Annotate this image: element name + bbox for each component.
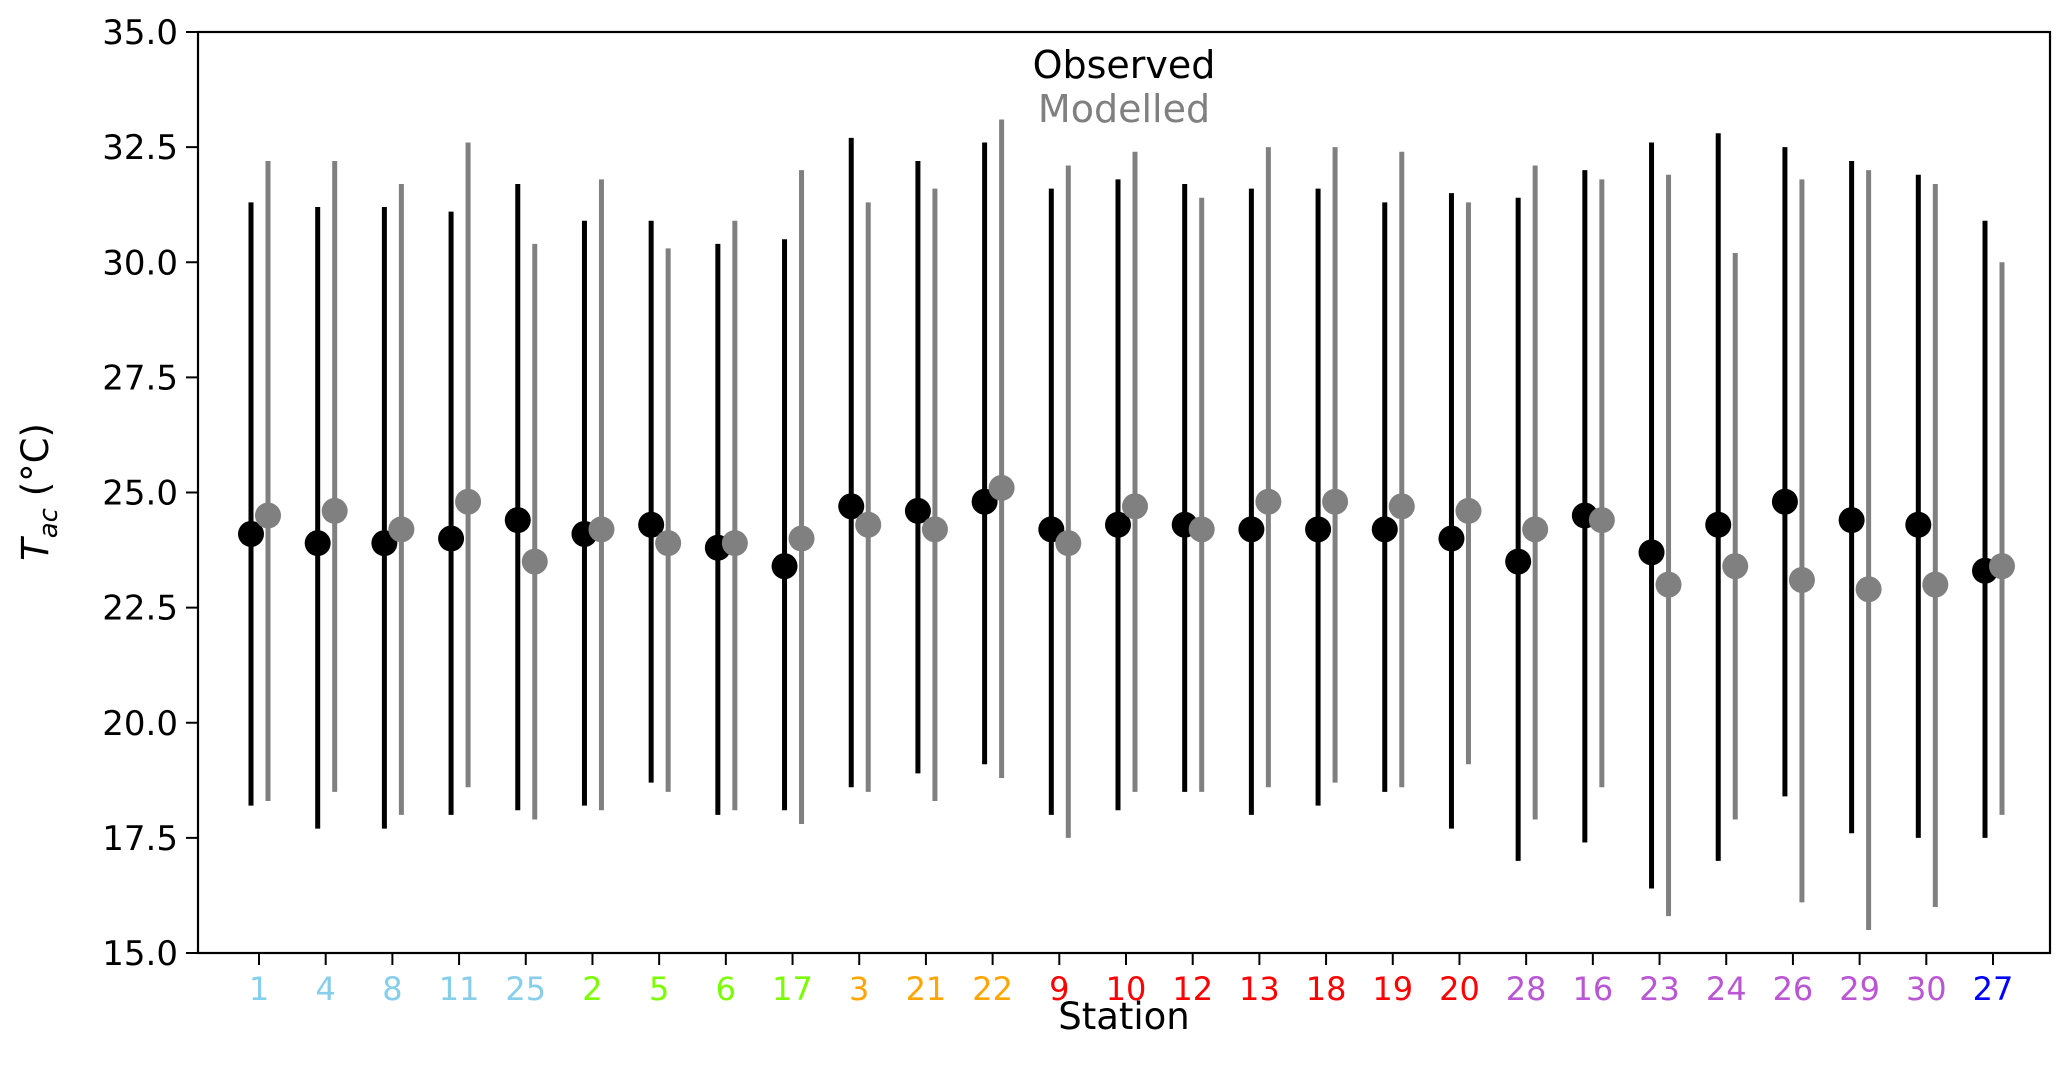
x-tick-label: 26 [1773,970,1814,1008]
y-tick-label: 35.0 [102,13,178,53]
data-point [1388,493,1415,520]
data-point [1588,507,1615,534]
data-point [1771,488,1798,515]
y-axis-label-subscript: ac [34,508,64,538]
data-point [655,530,682,557]
data-point [455,488,482,515]
data-point [1122,493,1148,520]
x-tick-label: 11 [439,970,480,1008]
y-tick-label: 15.0 [102,934,178,974]
x-tick-label: 20 [1439,970,1480,1008]
legend-observed: Observed [1033,43,1216,87]
x-tick-label: 17 [772,970,813,1008]
x-tick-label: 25 [505,970,546,1008]
data-point [321,497,348,524]
data-point [1855,576,1882,603]
y-tick-label: 22.5 [102,589,178,629]
data-point [988,474,1015,501]
x-tick-label: 5 [649,970,669,1008]
data-point [1055,530,1082,557]
data-point [521,548,548,575]
data-point [1922,571,1949,598]
data-point [1788,566,1815,593]
y-tick-label: 27.5 [102,358,178,398]
data-point [238,520,264,547]
y-axis: 15.0 17.5 20.0 22.5 25.0 27.5 30.0 32.5 35.0 [102,13,198,974]
x-tick-label: 30 [1906,970,1947,1008]
data-point [1505,548,1532,575]
x-tick-label: 18 [1306,970,1347,1008]
data-point [1105,511,1131,538]
data-point [1638,539,1665,566]
y-tick-label: 20.0 [102,704,178,744]
data-point [904,497,931,524]
data-point [1655,571,1682,598]
data-point [1722,553,1749,580]
data-point [1905,511,1932,538]
y-axis-label-symbol: T [14,536,57,561]
data-point [1522,516,1549,543]
x-axis-label: Station [1058,995,1190,1038]
y-tick-label: 30.0 [102,243,178,283]
data-point [255,502,281,529]
data-point [504,507,531,534]
x-tick-label: 29 [1839,970,1880,1008]
data-point [588,516,615,543]
data-point [1322,488,1349,515]
data-point [1305,516,1332,543]
data-point [1838,507,1865,534]
series-observed [238,133,1998,889]
plot-area [238,119,2015,930]
x-tick-label: 1 [249,970,269,1008]
data-point [638,511,665,538]
data-point [388,516,415,543]
data-point [771,553,798,580]
x-tick-label: 24 [1706,970,1747,1008]
x-axis: 1 4 8 11 25 2 5 6 17 3 21 22 9 10 12 13 18 19 20 28 16 23 24 26… [249,953,2014,1008]
data-point [304,530,331,557]
x-tick-label: 23 [1639,970,1680,1008]
data-point [1455,497,1482,524]
x-tick-label: 12 [1172,970,1213,1008]
series-modelled [255,119,2015,930]
data-point [438,525,465,552]
data-point [1255,488,1282,515]
data-point [855,511,882,538]
y-tick-label: 32.5 [102,128,178,168]
x-tick-label: 2 [582,970,602,1008]
x-tick-label: 21 [906,970,947,1008]
x-tick-label: 13 [1239,970,1280,1008]
legend-modelled: Modelled [1038,87,1210,131]
x-tick-label: 6 [716,970,736,1008]
data-point [838,493,865,520]
x-tick-label: 16 [1572,970,1613,1008]
data-point [721,530,748,557]
x-tick-label: 19 [1372,970,1413,1008]
data-point [1438,525,1465,552]
data-point [1188,516,1215,543]
data-point [1705,511,1732,538]
x-tick-label: 9 [1049,970,1069,1008]
axes-frame [196,30,2052,955]
x-tick-label: 4 [316,970,336,1008]
data-point [788,525,815,552]
data-point [1371,516,1398,543]
x-tick-label: 27 [1973,970,2014,1008]
y-axis-label-unit: (°C) [14,423,57,508]
x-tick-label: 28 [1506,970,1547,1008]
y-tick-label: 25.0 [102,474,178,514]
data-point [1989,553,2015,580]
y-axis-label: Tac (°C) [14,423,64,561]
y-tick-label: 17.5 [102,819,178,859]
x-tick-label: 3 [849,970,869,1008]
data-point [1238,516,1265,543]
x-tick-label: 22 [972,970,1013,1008]
data-point [921,516,948,543]
x-tick-label: 8 [382,970,402,1008]
x-tick-label: 10 [1106,970,1147,1008]
